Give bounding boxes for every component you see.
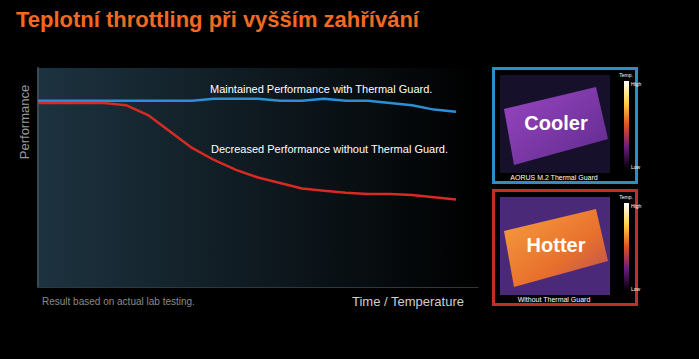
svg-text:Performance: Performance [17,85,32,159]
svg-text:High: High [631,81,642,87]
svg-text:Decreased Performance without: Decreased Performance without Thermal Gu… [211,143,448,155]
svg-text:Maintained Performance with Th: Maintained Performance with Thermal Guar… [210,83,432,95]
svg-text:Temp.: Temp. [619,194,633,200]
svg-text:Temp.: Temp. [619,72,633,78]
svg-text:Teplotní throttling při vyšším: Teplotní throttling při vyšším zahřívání [16,7,420,32]
svg-text:Without Thermal Guard: Without Thermal Guard [518,296,591,303]
svg-text:Cooler: Cooler [524,112,588,134]
svg-text:Hotter: Hotter [527,234,586,256]
svg-text:Low: Low [631,286,641,292]
svg-text:Low: Low [631,164,641,170]
svg-text:AORUS M.2 Thermal Guard: AORUS M.2 Thermal Guard [510,174,598,181]
svg-text:High: High [631,203,642,209]
svg-text:Time / Temperature: Time / Temperature [352,294,464,309]
svg-text:Result based on actual lab tes: Result based on actual lab testing. [42,296,195,307]
